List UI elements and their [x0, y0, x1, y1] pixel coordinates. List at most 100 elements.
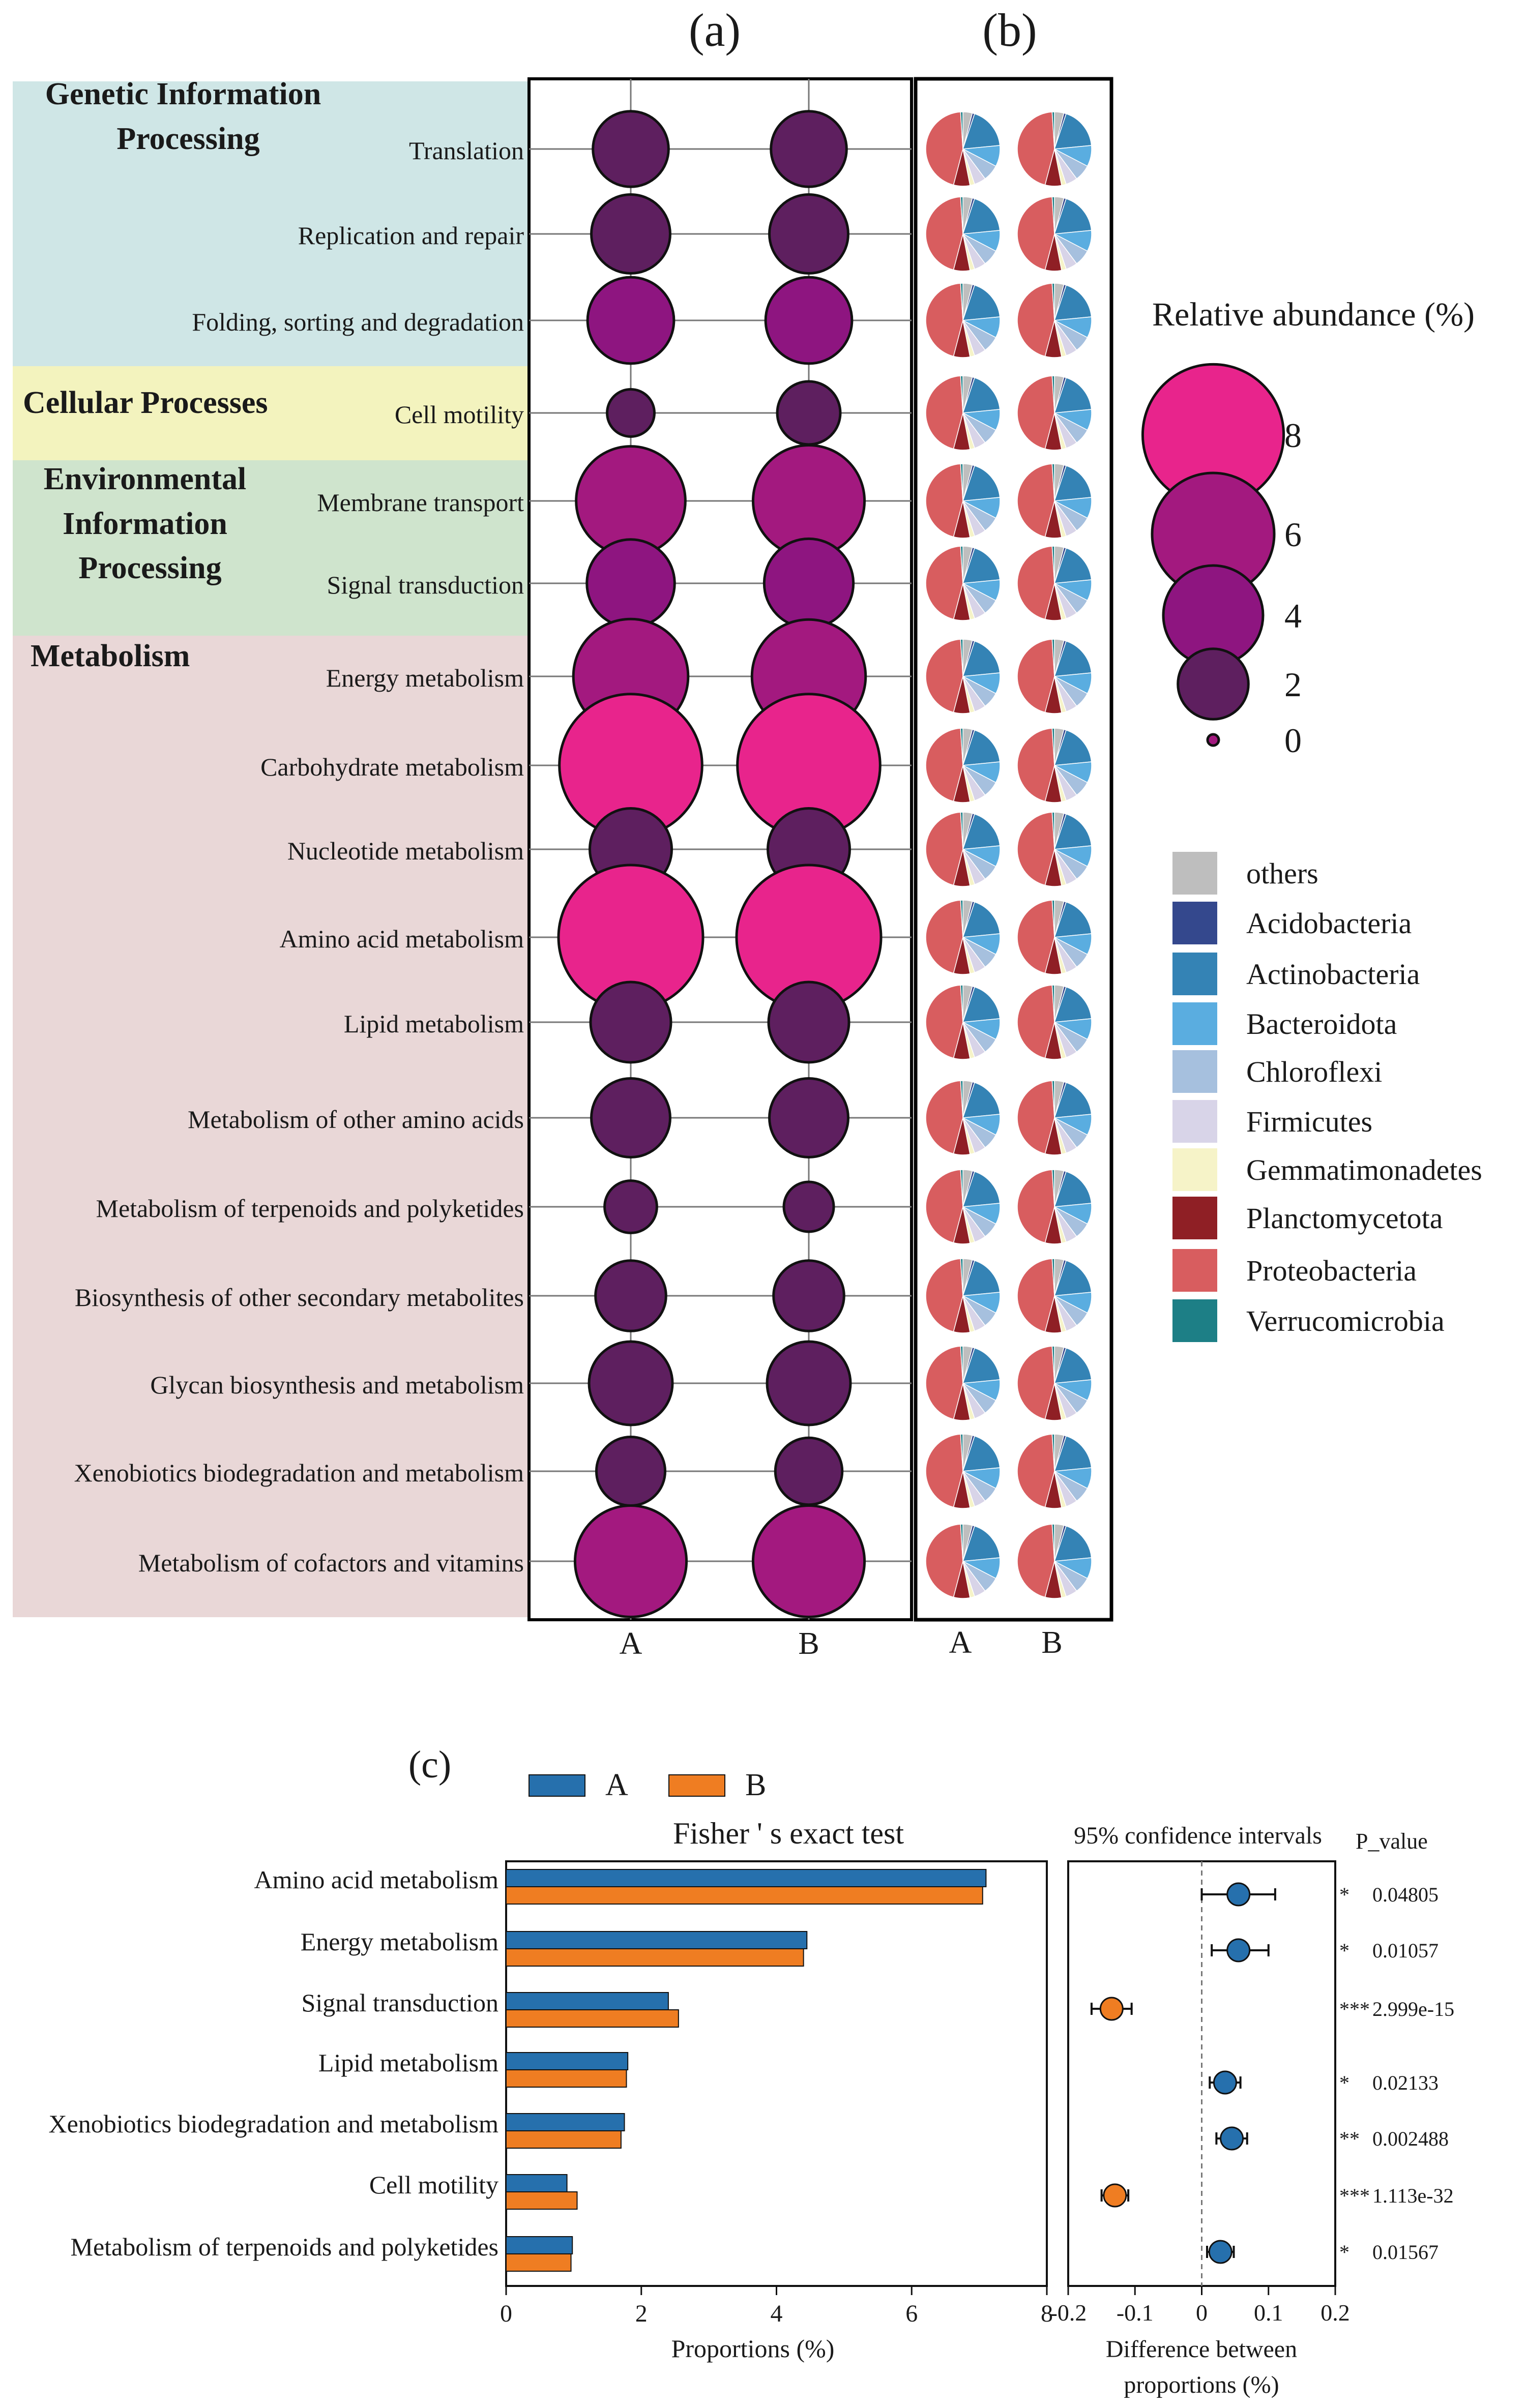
p-value: 1.113e-32 [1372, 2184, 1454, 2207]
pie-slice [1053, 1435, 1092, 1472]
pie-A [925, 639, 1001, 714]
pie-slice [1053, 986, 1092, 1023]
category-band [13, 366, 529, 460]
chart-title: Fisher ' s exact test [673, 1817, 904, 1850]
category-label: Environmental Information Processing [44, 462, 246, 585]
significance-marker: *** [1339, 1998, 1370, 2020]
ci-point [1226, 1938, 1251, 1963]
taxa-label: Planctomycetota [1246, 1202, 1443, 1235]
legend-bubble [1177, 647, 1250, 721]
pie-slice [960, 283, 963, 321]
x-tick-label: B [1041, 1625, 1062, 1660]
ci-point [1213, 2070, 1237, 2095]
significance-marker: * [1339, 1939, 1349, 1962]
pie-slice [1017, 1080, 1055, 1154]
pie-slice [1053, 465, 1092, 501]
pie-slice [1053, 1525, 1092, 1562]
pie-slice [925, 812, 963, 886]
taxa-swatch [1172, 1050, 1217, 1093]
bubble-B [774, 1436, 844, 1506]
bubble-B [772, 1259, 845, 1332]
bar-B [506, 1948, 804, 1967]
pie-slice [925, 900, 963, 974]
pie-slice [962, 284, 1001, 321]
bubble-B [782, 1180, 835, 1233]
bubble-A [603, 1179, 658, 1234]
pie-slice [962, 1260, 1001, 1296]
pie-slice [1017, 1346, 1055, 1420]
category-label: Genetic Information Processing [45, 77, 321, 156]
pie-slice [1017, 900, 1055, 974]
pie-slice [1017, 1169, 1055, 1243]
pie-slice [1017, 812, 1055, 886]
pie-slice [960, 1346, 963, 1384]
ci-point [1226, 1882, 1251, 1907]
bubble-B [766, 1340, 852, 1426]
legend-swatch-A [529, 1774, 585, 1797]
pie-slice [962, 901, 1001, 938]
bubble-A [585, 538, 676, 629]
category-label: Signal transduction [302, 1988, 498, 2017]
pie-slice [1053, 113, 1092, 150]
pie-slice [1053, 1171, 1092, 1207]
pie-slice [960, 1169, 963, 1207]
pathway-label: Amino acid metabolism [280, 925, 524, 953]
pie-slice [962, 377, 1001, 413]
pie-A [925, 196, 1001, 272]
bar-B [506, 2130, 622, 2149]
pie-slice [925, 463, 963, 538]
bubble-grid [527, 77, 913, 1621]
bubble-A [592, 110, 670, 188]
ci-x-tick-label: -0.2 [1050, 2300, 1087, 2326]
pie-slice [962, 198, 1001, 234]
pathway-label: Folding, sorting and degradation [192, 308, 524, 336]
pie-B [1017, 375, 1092, 451]
p-value: 0.02133 [1372, 2071, 1439, 2094]
pie-slice [1051, 985, 1055, 1023]
legend-value: 2 [1284, 665, 1302, 704]
pie-B [1017, 546, 1092, 621]
pie-B [1017, 639, 1092, 714]
taxa-swatch [1172, 1299, 1217, 1342]
legend-bubble [1206, 733, 1220, 747]
bubble-B [764, 276, 854, 365]
pathway-label: Nucleotide metabolism [287, 837, 524, 865]
pie-B [1017, 463, 1092, 539]
pie-B [1017, 900, 1092, 975]
taxa-label: Actinobacteria [1246, 958, 1420, 991]
pie-slice [1051, 1434, 1055, 1472]
significance-marker: *** [1339, 2184, 1370, 2207]
pie-slice [925, 283, 963, 357]
category-label: Metabolism [31, 639, 190, 673]
pie-slice [962, 729, 1001, 766]
pie-A [925, 546, 1001, 621]
abundance-legend: Relative abundance (%) 8 6 4 2 0 [1141, 296, 1475, 760]
category-band [13, 636, 529, 1617]
bar-B [506, 1886, 983, 1905]
bar-B [506, 2009, 679, 2028]
pathway-label: Energy metabolism [326, 664, 524, 692]
pie-slice [1051, 812, 1055, 850]
bubble-A [588, 1340, 674, 1426]
legend-label-B: B [745, 1768, 766, 1802]
x-tick-label: A [620, 1626, 642, 1661]
legend-value: 4 [1284, 597, 1302, 635]
taxa-swatch [1172, 1002, 1217, 1045]
bar-A [506, 1931, 808, 1949]
pie-slice [1053, 547, 1092, 584]
pie-slice [1051, 1524, 1055, 1562]
pie-slice [962, 1082, 1001, 1118]
taxa-swatch [1172, 852, 1217, 895]
pie-slice [925, 111, 963, 186]
category-label: Cellular Processes [23, 385, 268, 420]
bubble-B [762, 537, 855, 630]
category-band [13, 81, 529, 366]
pie-B [1017, 728, 1092, 803]
bar-A [506, 2174, 568, 2192]
bar-A [506, 2052, 629, 2070]
taxa-label: Proteobacteria [1246, 1254, 1417, 1287]
pie-slice [960, 728, 963, 766]
panel-label-b: (b) [982, 4, 1037, 56]
pie-slice [962, 113, 1001, 150]
